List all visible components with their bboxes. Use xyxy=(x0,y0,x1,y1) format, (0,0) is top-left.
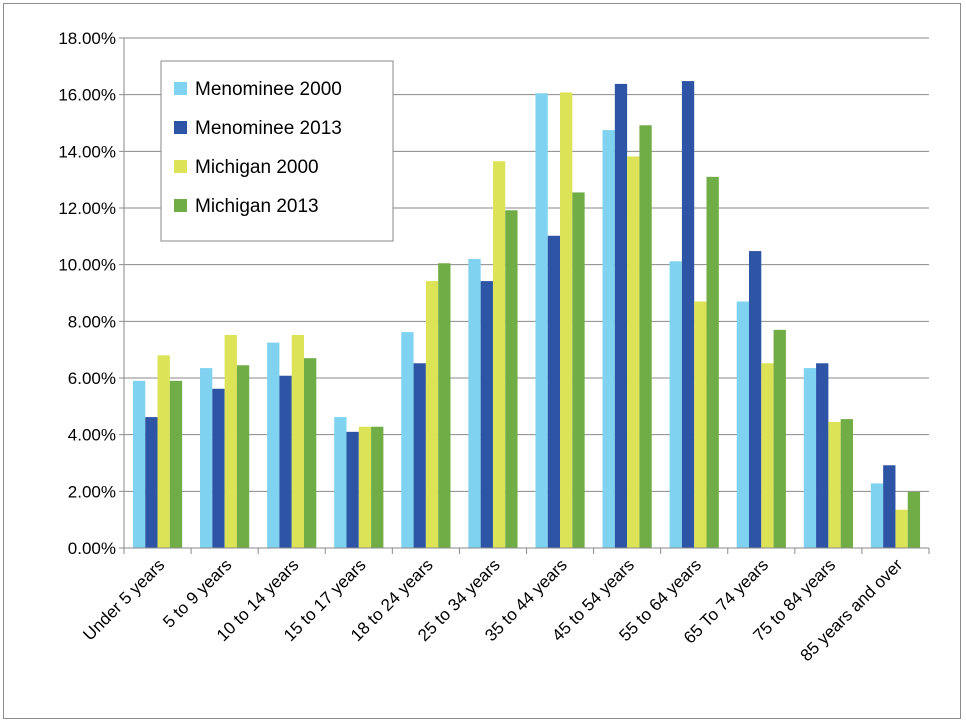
bar-chart: 0.00% 2.00% 4.00% 6.00% 8.00% 10.00% 12.00% 14.… xyxy=(58,29,930,665)
bar-michigan-2013-35-to-44-years xyxy=(572,192,585,548)
bar-michigan-2013-5-to-9-years xyxy=(236,365,250,548)
bar-michigan-2000-55-to-64-years xyxy=(694,301,707,548)
bar-michigan-2000-25-to-34-years xyxy=(492,161,506,548)
bar-menominee-2000-85-years-and-over xyxy=(870,483,884,548)
bar-michigan-2013-85-years-and-over xyxy=(907,491,921,548)
bar-michigan-2000-18-to-24-years xyxy=(425,281,439,548)
bar-menominee-2000-75-to-84-years xyxy=(803,368,817,548)
bar-menominee-2000-25-to-34-years xyxy=(468,259,481,548)
bar-menominee-2013-65-to-74-years xyxy=(748,251,762,549)
bar-menominee-2000-65-to-74-years xyxy=(736,301,749,548)
bar-menominee-2000-55-to-64-years xyxy=(669,261,682,548)
bar-michigan-2013-75-to-84-years xyxy=(840,419,853,548)
bar-menominee-2013-5-to-9-years xyxy=(212,388,225,548)
bar-michigan-2013-65-to-74-years xyxy=(773,329,786,548)
legend-label-michigan-2013: Michigan 2013 xyxy=(195,196,319,217)
bar-menominee-2000-45-to-54-years xyxy=(602,130,615,548)
bar-menominee-2000-10-to-14-years xyxy=(267,342,280,548)
legend-swatch-menominee-2013 xyxy=(174,121,187,134)
bar-menominee-2013-10-to-14-years xyxy=(279,375,292,548)
y-tick-label: 4.00% xyxy=(68,426,116,445)
bar-menominee-2000-35-to-44-years xyxy=(535,93,548,548)
bar-michigan-2013-under-5-years xyxy=(169,380,183,548)
bar-michigan-2013-25-to-34-years xyxy=(505,210,518,548)
bar-menominee-2013-18-to-24-years xyxy=(413,363,426,548)
y-tick-label: 16.00% xyxy=(58,86,116,105)
legend-box xyxy=(160,60,394,242)
legend-label-menominee-2013: Menominee 2013 xyxy=(195,118,342,139)
bar-menominee-2013-75-to-84-years xyxy=(816,363,829,548)
bar-michigan-2000-65-to-74-years xyxy=(761,363,774,548)
bar-menominee-2013-15-to-17-years xyxy=(346,431,359,548)
bar-menominee-2000-15-to-17-years xyxy=(334,417,347,548)
bar-menominee-2000-18-to-24-years xyxy=(401,332,414,548)
legend: Menominee 2000 Menominee 2013 Michigan 200… xyxy=(160,60,394,242)
bar-menominee-2013-under-5-years xyxy=(145,417,158,548)
bar-menominee-2013-35-to-44-years xyxy=(547,235,561,548)
bar-michigan-2013-55-to-64-years xyxy=(706,176,719,549)
bar-menominee-2013-85-years-and-over xyxy=(883,465,896,548)
bar-menominee-2013-45-to-54-years xyxy=(614,83,628,549)
bar-michigan-2013-15-to-17-years xyxy=(371,426,384,548)
y-tick-label: 8.00% xyxy=(68,312,116,331)
y-tick-label: 12.00% xyxy=(58,199,116,218)
bar-michigan-2013-10-to-14-years xyxy=(304,358,317,548)
y-tick-label: 14.00% xyxy=(58,142,116,161)
bar-michigan-2013-18-to-24-years xyxy=(438,263,451,548)
bar-menominee-2000-under-5-years xyxy=(132,380,146,548)
legend-swatch-michigan-2013 xyxy=(174,199,187,212)
bar-michigan-2013-45-to-54-years xyxy=(639,125,652,549)
y-tick-label: 6.00% xyxy=(68,369,116,388)
bar-michigan-2000-15-to-17-years xyxy=(358,426,372,548)
legend-label-michigan-2000: Michigan 2000 xyxy=(195,157,319,178)
y-tick-label: 0.00% xyxy=(68,539,116,558)
bar-michigan-2000-under-5-years xyxy=(157,355,170,548)
legend-label-menominee-2000: Menominee 2000 xyxy=(195,79,342,100)
y-tick-label: 2.00% xyxy=(68,482,116,501)
bar-michigan-2000-5-to-9-years xyxy=(224,334,237,548)
y-tick-label: 10.00% xyxy=(58,256,116,275)
bar-menominee-2000-5-to-9-years xyxy=(200,368,213,548)
bar-menominee-2013-55-to-64-years xyxy=(681,81,695,549)
legend-swatch-michigan-2000 xyxy=(174,160,187,173)
chart-frame: 0.00% 2.00% 4.00% 6.00% 8.00% 10.00% 12.00% 14.… xyxy=(3,3,961,719)
y-tick-label: 18.00% xyxy=(58,29,116,48)
bars xyxy=(132,81,921,549)
bar-menominee-2013-25-to-34-years xyxy=(480,281,493,548)
x-tick-label: Under 5 years xyxy=(79,555,168,644)
bar-michigan-2000-10-to-14-years xyxy=(291,334,305,548)
bar-michigan-2000-85-years-and-over xyxy=(895,509,908,548)
bar-michigan-2000-45-to-54-years xyxy=(627,156,640,548)
legend-swatch-menominee-2000 xyxy=(174,82,187,95)
bar-michigan-2000-35-to-44-years xyxy=(560,92,573,549)
bar-michigan-2000-75-to-84-years xyxy=(828,421,841,548)
